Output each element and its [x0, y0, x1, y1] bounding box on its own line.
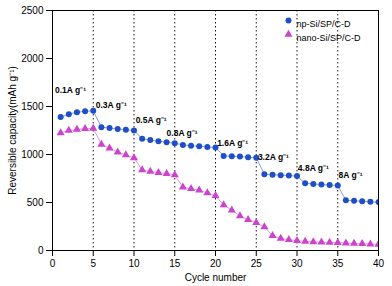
svg-text:35: 35: [332, 258, 344, 269]
svg-text:40: 40: [373, 258, 385, 269]
svg-text:Reversible capacity(mAh g⁻¹): Reversible capacity(mAh g⁻¹): [7, 66, 18, 195]
svg-text:2000: 2000: [21, 53, 44, 64]
svg-text:20: 20: [210, 258, 222, 269]
svg-text:nano-Si/SP/C-D: nano-Si/SP/C-D: [297, 33, 362, 43]
svg-text:5: 5: [90, 258, 96, 269]
svg-text:1000: 1000: [21, 149, 44, 160]
svg-text:np-Si/SP/C-D: np-Si/SP/C-D: [297, 19, 352, 29]
svg-text:8A g⁻¹: 8A g⁻¹: [339, 170, 363, 180]
svg-text:500: 500: [27, 197, 44, 208]
svg-text:0: 0: [38, 245, 44, 256]
svg-text:1.6A g⁻¹: 1.6A g⁻¹: [217, 138, 248, 148]
svg-text:2500: 2500: [21, 5, 44, 16]
svg-text:4.8A g⁻¹: 4.8A g⁻¹: [298, 163, 329, 173]
svg-text:10: 10: [128, 258, 140, 269]
svg-text:15: 15: [169, 258, 181, 269]
svg-text:0: 0: [50, 258, 56, 269]
svg-text:1500: 1500: [21, 101, 44, 112]
svg-text:0.1A g⁻¹: 0.1A g⁻¹: [55, 85, 86, 95]
svg-text:3.2A g⁻¹: 3.2A g⁻¹: [258, 152, 289, 162]
svg-text:25: 25: [251, 258, 263, 269]
svg-text:0.8A g⁻¹: 0.8A g⁻¹: [167, 128, 198, 138]
svg-text:Cycle number: Cycle number: [185, 272, 247, 283]
svg-text:30: 30: [291, 258, 303, 269]
svg-text:0.5A g⁻¹: 0.5A g⁻¹: [136, 115, 167, 125]
svg-text:0.3A g⁻¹: 0.3A g⁻¹: [96, 100, 127, 110]
